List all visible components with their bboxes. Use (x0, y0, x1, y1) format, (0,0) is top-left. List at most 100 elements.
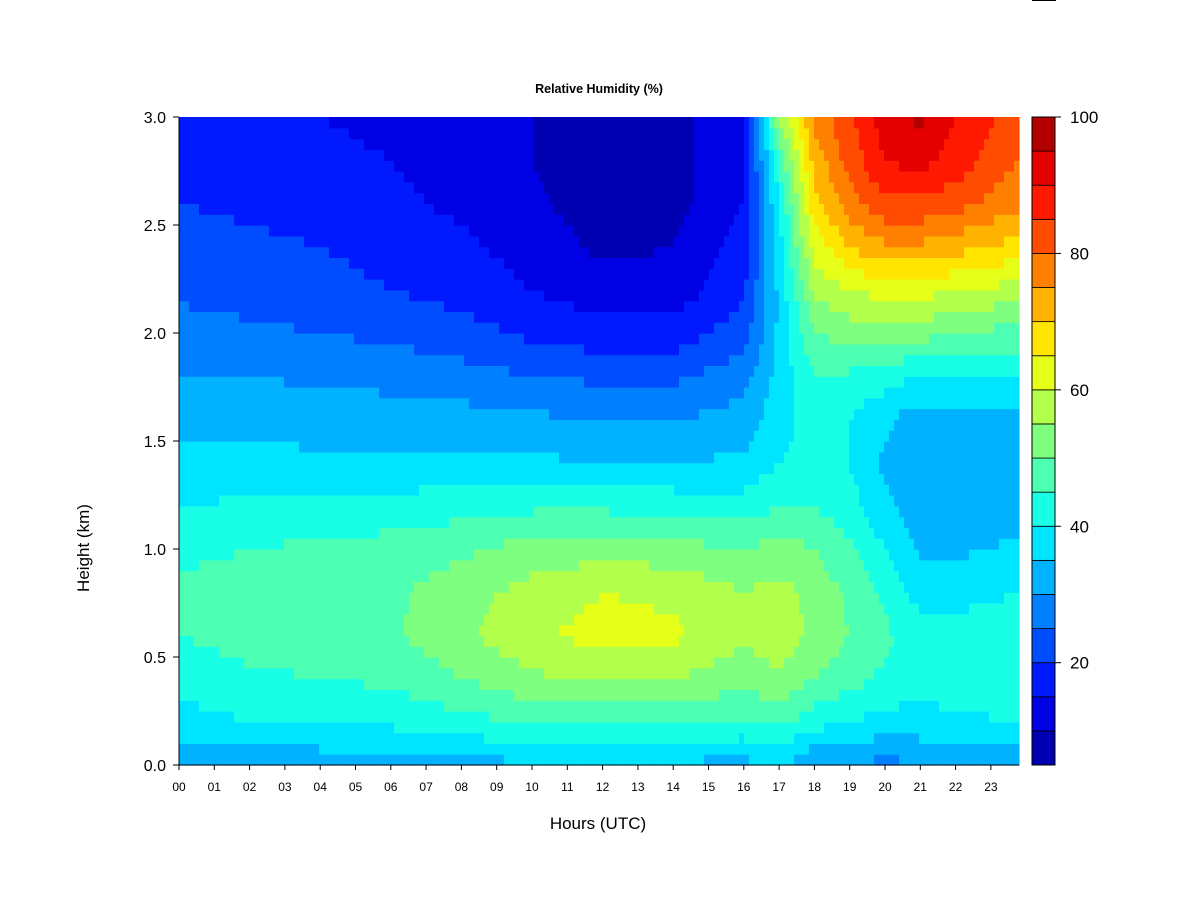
heat-cell (384, 430, 390, 442)
heat-cell (499, 279, 505, 291)
heat-cell (239, 603, 245, 615)
heat-cell (554, 473, 560, 485)
heat-cell (564, 311, 570, 323)
heat-cell (424, 192, 430, 204)
heat-cell (204, 268, 210, 280)
heat-cell (339, 365, 345, 377)
heat-cell (349, 451, 355, 464)
heat-cell (579, 397, 585, 410)
heat-cell (549, 570, 555, 582)
heat-cell (304, 603, 310, 615)
heat-cell (294, 743, 300, 755)
heat-cell (549, 127, 555, 140)
heat-cell (234, 333, 240, 345)
heat-cell (454, 505, 460, 518)
heat-cell (419, 635, 425, 647)
heat-cell (239, 408, 245, 420)
heat-cell (459, 257, 465, 269)
heat-cell (214, 527, 220, 539)
heat-cell (314, 473, 320, 485)
heat-cell (399, 624, 405, 636)
heat-cell (519, 678, 525, 690)
heat-cell (554, 225, 560, 237)
heat-cell (519, 289, 525, 302)
heat-cell (189, 311, 195, 323)
heat-cell (354, 257, 360, 269)
heat-cell (479, 171, 485, 183)
heat-cell (199, 235, 205, 248)
heat-cell (189, 462, 195, 474)
heat-cell (529, 311, 535, 323)
heat-cell (359, 473, 365, 485)
heat-cell (414, 689, 420, 701)
heat-cell (524, 279, 530, 291)
heat-cell (294, 171, 300, 183)
heat-cell (509, 581, 515, 593)
heat-cell (369, 246, 375, 258)
heat-cell (379, 138, 385, 150)
heat-cell (544, 289, 550, 302)
heat-cell (179, 646, 185, 658)
heat-cell (379, 397, 385, 410)
heat-cell (239, 376, 245, 388)
heat-cell (384, 181, 390, 194)
heat-cell (219, 365, 225, 377)
heat-cell (254, 613, 260, 626)
heat-cell (209, 257, 215, 269)
heat-cell (579, 289, 585, 302)
heat-cell (184, 203, 190, 215)
heat-cell (224, 246, 230, 258)
heat-cell (539, 613, 545, 626)
heat-cell (294, 257, 300, 269)
heat-cell (474, 138, 480, 150)
heat-cell (459, 268, 465, 280)
heat-cell (584, 225, 590, 237)
heat-cell (409, 354, 415, 366)
heat-cell (404, 246, 410, 258)
heat-cell (309, 387, 315, 399)
heat-cell (309, 505, 315, 518)
heat-cell (269, 397, 275, 410)
heat-cell (589, 570, 595, 582)
heat-cell (519, 657, 525, 669)
heat-cell (499, 376, 505, 388)
heat-cell (339, 343, 345, 356)
heat-cell (314, 743, 320, 755)
heat-cell (274, 732, 280, 744)
heat-cell (394, 732, 400, 744)
heat-cell (424, 462, 430, 474)
heat-cell (424, 397, 430, 410)
heat-cell (379, 538, 385, 550)
heat-cell (439, 138, 445, 150)
heat-cell (214, 311, 220, 323)
heat-cell (549, 527, 555, 539)
heat-cell (434, 225, 440, 237)
heat-cell (409, 689, 415, 701)
heat-cell (384, 289, 390, 302)
heat-cell (434, 117, 440, 129)
heat-cell (474, 700, 480, 712)
heat-cell (314, 397, 320, 410)
heat-cell (279, 603, 285, 615)
heat-cell (274, 613, 280, 626)
heat-cell (514, 549, 520, 561)
heat-cell (219, 333, 225, 345)
heat-cell (359, 462, 365, 474)
heat-cell (499, 127, 505, 140)
heat-cell (549, 354, 555, 366)
heat-cell (354, 462, 360, 474)
heat-cell (454, 646, 460, 658)
heat-cell (299, 192, 305, 204)
heat-cell (194, 311, 200, 323)
heat-cell (339, 495, 345, 507)
heat-cell (259, 397, 265, 410)
heat-cell (384, 149, 390, 161)
heat-cell (524, 559, 530, 572)
heat-cell (569, 225, 575, 237)
heat-cell (334, 430, 340, 442)
heat-cell (574, 441, 580, 453)
heat-cell (584, 743, 590, 755)
heat-cell (229, 117, 235, 129)
heat-cell (584, 343, 590, 356)
heat-cell (224, 549, 230, 561)
